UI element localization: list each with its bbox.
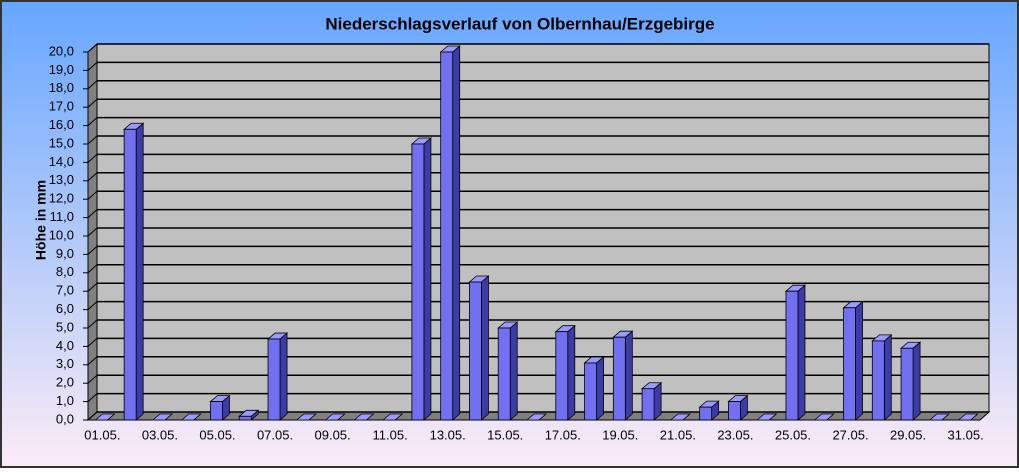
bar xyxy=(899,341,922,421)
grid-line xyxy=(87,135,98,145)
grid-line xyxy=(87,393,98,402)
y-tick-label: 11,0 xyxy=(50,209,74,224)
grid-line xyxy=(87,154,98,163)
bar xyxy=(957,413,979,421)
bar xyxy=(784,284,807,421)
bar xyxy=(612,330,634,421)
grid-line xyxy=(87,319,98,329)
x-tick-label: 01.05. xyxy=(84,427,120,442)
y-tick-label: 12,0 xyxy=(49,191,74,206)
x-tick-label: 09.05. xyxy=(315,427,351,442)
bar xyxy=(698,400,720,421)
y-tick-label: 7,0 xyxy=(56,283,74,298)
bar xyxy=(928,413,950,421)
x-tick-label: 05.05. xyxy=(199,427,235,442)
grid-line xyxy=(87,338,98,347)
bar xyxy=(497,321,519,421)
bar xyxy=(641,381,663,421)
y-tick-label: 1,0 xyxy=(56,393,74,408)
grid-line xyxy=(87,172,98,182)
bar xyxy=(439,45,461,421)
bar xyxy=(266,332,289,421)
bar xyxy=(871,334,893,421)
bar xyxy=(151,413,174,421)
bar xyxy=(94,413,116,421)
x-tick-label: 07.05. xyxy=(257,427,293,442)
x-tick-label: 19.05. xyxy=(602,427,638,442)
bar xyxy=(554,324,576,421)
y-tick-label: 4,0 xyxy=(56,338,74,353)
y-tick-label: 14,0 xyxy=(49,154,74,169)
bar xyxy=(410,137,432,421)
y-axis-label: Höhe in mm xyxy=(33,180,49,260)
x-tick-label: 25.05. xyxy=(775,427,811,442)
y-tick-label: 0,0 xyxy=(56,411,74,426)
y-tick-label: 16,0 xyxy=(49,117,74,132)
grid-line xyxy=(87,209,98,218)
bar xyxy=(727,394,749,421)
bar xyxy=(238,409,260,421)
bar xyxy=(353,413,375,421)
y-tick-label: 2,0 xyxy=(56,375,74,390)
grid-line xyxy=(87,301,98,310)
bar xyxy=(842,300,864,421)
y-tick-label: 20,0 xyxy=(49,43,74,58)
grid-line xyxy=(87,374,98,384)
x-tick-label: 27.05. xyxy=(832,427,868,442)
x-tick-label: 11.05. xyxy=(373,427,408,442)
grid-line xyxy=(87,411,98,421)
y-tick-label: 15,0 xyxy=(49,135,74,150)
y-tick-label: 9,0 xyxy=(56,246,74,261)
grid-line xyxy=(87,246,98,255)
y-tick-label: 8,0 xyxy=(56,264,74,279)
y-tick-label: 19,0 xyxy=(49,62,74,77)
bar xyxy=(180,413,202,421)
y-tick-label: 13,0 xyxy=(49,172,74,187)
grid-line xyxy=(87,43,98,53)
grid-line xyxy=(87,356,98,366)
grid-line xyxy=(87,282,98,292)
grid-line xyxy=(87,62,98,71)
bar xyxy=(669,413,691,421)
y-tick-label: 3,0 xyxy=(56,356,74,371)
bar xyxy=(525,413,548,421)
x-tick-label: 21.05. xyxy=(660,427,696,442)
x-tick-label: 17.05. xyxy=(545,427,581,442)
y-tick-label: 6,0 xyxy=(56,301,74,316)
bar xyxy=(583,356,605,421)
bar xyxy=(756,413,778,421)
bar xyxy=(295,413,317,421)
bar xyxy=(813,413,835,421)
y-tick-label: 17,0 xyxy=(49,99,74,114)
bar xyxy=(209,394,231,421)
grid-line xyxy=(87,98,98,108)
y-tick-label: 18,0 xyxy=(49,80,74,95)
bar xyxy=(468,275,490,421)
bar xyxy=(324,413,346,421)
x-tick-label: 23.05. xyxy=(717,427,753,442)
x-tick-label: 15.05. xyxy=(487,427,523,442)
grid-line xyxy=(87,227,98,237)
chart-title: Niederschlagsverlauf von Olbernhau/Erzge… xyxy=(325,14,714,33)
x-tick-label: 29.05. xyxy=(890,427,926,442)
bar xyxy=(382,413,404,421)
y-tick-label: 5,0 xyxy=(56,319,74,334)
grid-line xyxy=(87,190,98,200)
y-tick-label: 10,0 xyxy=(49,227,74,242)
grid-line xyxy=(87,117,98,126)
grid-line xyxy=(87,264,98,274)
x-tick-label: 03.05. xyxy=(142,427,178,442)
x-tick-label: 13.05. xyxy=(430,427,466,442)
grid-line xyxy=(87,80,98,90)
x-tick-label: 31.05. xyxy=(948,427,984,442)
bar xyxy=(123,122,145,421)
